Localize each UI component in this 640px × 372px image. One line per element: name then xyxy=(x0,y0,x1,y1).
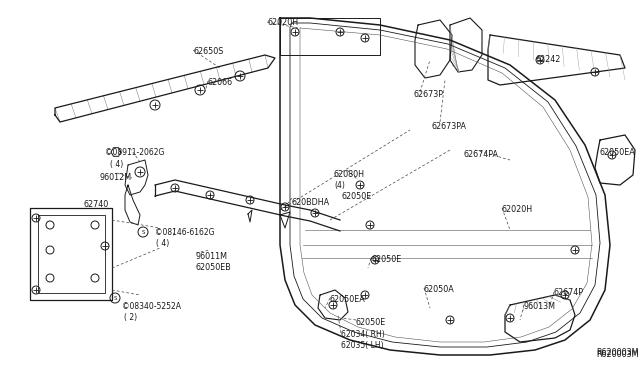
Text: 62034( RH): 62034( RH) xyxy=(341,330,385,339)
Text: 62674P: 62674P xyxy=(554,288,584,297)
Text: 62050EA: 62050EA xyxy=(330,295,365,304)
Text: 62080H: 62080H xyxy=(333,170,364,179)
Text: ©08146-6162G: ©08146-6162G xyxy=(155,228,214,237)
Text: 62673P: 62673P xyxy=(414,90,444,99)
Text: 62020H: 62020H xyxy=(502,205,533,214)
Text: 96013M: 96013M xyxy=(524,302,556,311)
Text: R620003M: R620003M xyxy=(596,348,639,357)
Text: 62674PA: 62674PA xyxy=(464,150,499,159)
Text: (4): (4) xyxy=(334,181,345,190)
Text: 96011M: 96011M xyxy=(196,252,228,261)
Text: 62050EB: 62050EB xyxy=(196,263,232,272)
Text: R620003M: R620003M xyxy=(596,350,639,359)
Text: ( 2): ( 2) xyxy=(124,313,137,322)
Text: 62050E: 62050E xyxy=(356,318,387,327)
Text: 62020H: 62020H xyxy=(267,18,298,27)
Text: 62035( LH): 62035( LH) xyxy=(341,341,383,350)
Text: 62050E: 62050E xyxy=(342,192,372,201)
Text: 62242: 62242 xyxy=(536,55,561,64)
Text: ( 4): ( 4) xyxy=(110,160,124,169)
Text: S: S xyxy=(141,230,145,234)
Text: 62050A: 62050A xyxy=(424,285,455,294)
Text: 62650S: 62650S xyxy=(193,47,223,56)
Text: ©08340-5252A: ©08340-5252A xyxy=(122,302,181,311)
Text: S: S xyxy=(113,295,116,301)
Text: ( 4): ( 4) xyxy=(156,239,169,248)
Text: 62050E: 62050E xyxy=(371,255,401,264)
Text: 62066: 62066 xyxy=(208,78,233,87)
Text: 62673PA: 62673PA xyxy=(431,122,466,131)
Text: 96012M: 96012M xyxy=(100,173,132,182)
Text: ©08911-2062G: ©08911-2062G xyxy=(105,148,164,157)
Text: 62740: 62740 xyxy=(84,200,109,209)
Text: 62050EA: 62050EA xyxy=(600,148,636,157)
Text: 620BDHA: 620BDHA xyxy=(292,198,330,207)
